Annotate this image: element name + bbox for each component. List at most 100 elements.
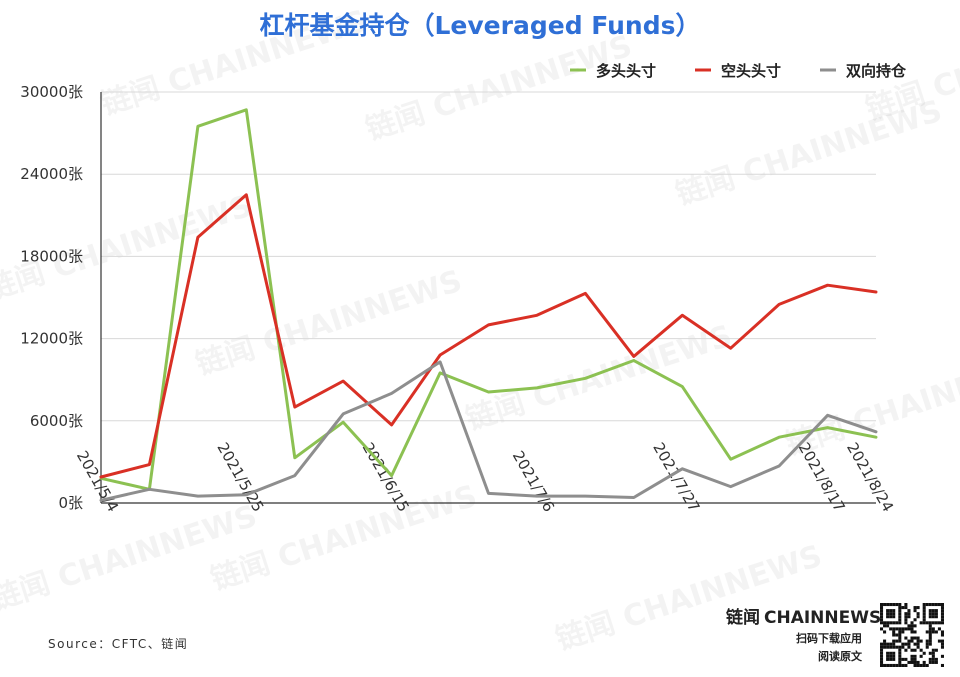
qr-module xyxy=(907,627,911,631)
qr-module xyxy=(928,660,932,664)
qr-module xyxy=(892,651,896,655)
qr-module xyxy=(916,642,920,646)
qr-module xyxy=(922,618,926,622)
qr-module xyxy=(913,624,917,628)
qr-module xyxy=(892,654,896,658)
qr-module xyxy=(934,609,938,613)
qr-module xyxy=(934,603,938,607)
qr-module xyxy=(904,615,908,619)
qr-module xyxy=(910,636,914,640)
qr-module xyxy=(931,621,935,625)
qr-module xyxy=(913,660,917,664)
qr-module xyxy=(898,657,902,661)
qr-module xyxy=(907,609,911,613)
qr-code-icon[interactable] xyxy=(880,603,944,667)
qr-module xyxy=(904,636,908,640)
qr-module xyxy=(886,609,890,613)
qr-module xyxy=(928,630,932,634)
qr-module xyxy=(928,603,932,607)
brand-block: 链闻 CHAINNEWS 扫码下载应用 阅读原文 xyxy=(726,607,881,663)
gridlines xyxy=(101,91,876,422)
qr-module xyxy=(907,660,911,664)
qr-module xyxy=(901,627,905,631)
qr-module xyxy=(922,660,926,664)
qr-module xyxy=(898,606,902,610)
qr-module xyxy=(904,612,908,616)
qr-module xyxy=(889,621,893,625)
qr-module xyxy=(913,663,917,667)
qr-module xyxy=(925,642,929,646)
qr-module xyxy=(889,651,893,655)
qr-module xyxy=(904,642,908,646)
qr-module xyxy=(934,660,938,664)
qr-module xyxy=(910,639,914,643)
y-tick-label: 18000张 xyxy=(20,247,83,265)
qr-module xyxy=(898,609,902,613)
watermark-text: 链闻 CHAINNEWS xyxy=(362,29,637,148)
qr-module xyxy=(898,612,902,616)
qr-module xyxy=(925,645,929,649)
qr-module xyxy=(919,654,923,658)
qr-module xyxy=(886,624,890,628)
series-line-双向持仓 xyxy=(99,360,878,502)
qr-module xyxy=(886,651,890,655)
qr-module xyxy=(940,609,944,613)
qr-module xyxy=(904,663,908,667)
qr-module xyxy=(886,654,890,658)
qr-module xyxy=(898,654,902,658)
qr-module xyxy=(901,606,905,610)
qr-module xyxy=(907,612,911,616)
qr-module xyxy=(922,615,926,619)
qr-module xyxy=(892,603,896,607)
qr-module xyxy=(898,633,902,637)
qr-module xyxy=(931,657,935,661)
series-line-多头头寸 xyxy=(99,108,878,491)
qr-module xyxy=(940,642,944,646)
qr-module xyxy=(880,663,884,667)
qr-module xyxy=(898,660,902,664)
qr-module xyxy=(892,615,896,619)
qr-module xyxy=(889,663,893,667)
qr-module xyxy=(904,648,908,652)
qr-module xyxy=(895,627,899,631)
qr-module xyxy=(898,627,902,631)
brand-cta-download: 扫码下载应用 xyxy=(796,631,862,645)
qr-module xyxy=(880,606,884,610)
qr-module xyxy=(919,663,923,667)
qr-module xyxy=(889,609,893,613)
watermark-text: 链闻 CHAINNEWS xyxy=(552,539,827,658)
qr-module xyxy=(913,606,917,610)
chart-title: 杠杆基金持仓（Leveraged Funds） xyxy=(260,11,701,40)
qr-module xyxy=(880,627,884,631)
qr-module xyxy=(898,639,902,643)
qr-module xyxy=(898,630,902,634)
qr-module xyxy=(883,621,887,625)
qr-module xyxy=(925,630,929,634)
qr-module xyxy=(886,663,890,667)
qr-module xyxy=(937,621,941,625)
qr-module xyxy=(880,651,884,655)
qr-module xyxy=(910,660,914,664)
qr-module xyxy=(886,645,890,649)
qr-module xyxy=(883,630,887,634)
qr-module xyxy=(910,630,914,634)
qr-module xyxy=(898,645,902,649)
qr-module xyxy=(880,615,884,619)
qr-module xyxy=(889,627,893,631)
qr-module xyxy=(898,651,902,655)
qr-module xyxy=(910,621,914,625)
qr-module xyxy=(901,630,905,634)
series-line-空头头寸 xyxy=(99,193,878,479)
qr-module xyxy=(922,606,926,610)
qr-module xyxy=(901,645,905,649)
qr-module xyxy=(916,663,920,667)
brand-cta-read: 阅读原文 xyxy=(818,649,863,663)
qr-module xyxy=(886,621,890,625)
qr-module xyxy=(925,621,929,625)
qr-module xyxy=(937,603,941,607)
qr-module xyxy=(889,645,893,649)
qr-module xyxy=(916,606,920,610)
qr-module xyxy=(916,639,920,643)
qr-module xyxy=(901,642,905,646)
